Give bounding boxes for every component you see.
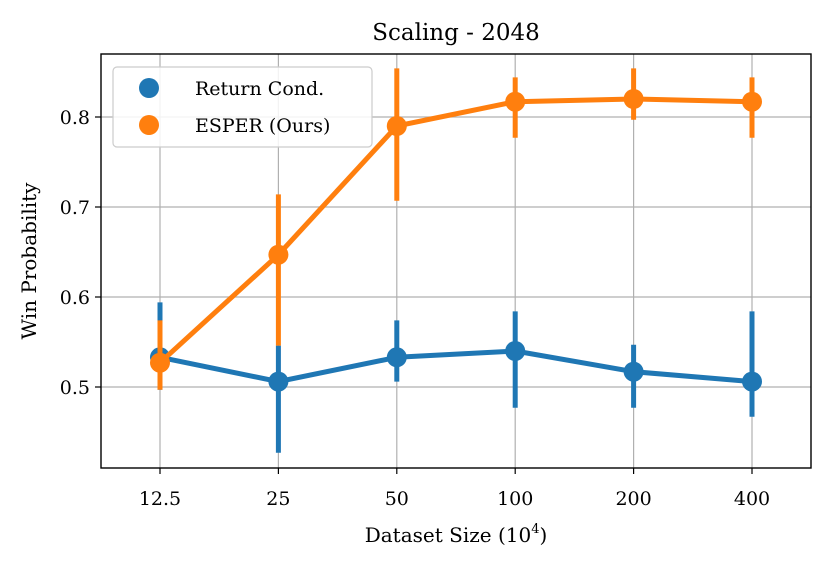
- legend-label-esper: ESPER (Ours): [195, 115, 330, 137]
- y-axis-label: Win Probability: [17, 182, 41, 340]
- x-axis-label-suffix: ): [539, 523, 547, 547]
- series-0: [150, 302, 762, 453]
- x-tick-label: 400: [734, 488, 770, 510]
- legend-marker-esper: [139, 115, 159, 135]
- data-point: [623, 361, 644, 382]
- x-axis-label-main: Dataset Size (10: [365, 523, 532, 547]
- data-point: [150, 352, 170, 373]
- x-tick-label: 100: [497, 488, 533, 510]
- x-tick-label: 200: [615, 488, 651, 510]
- series-line: [157, 96, 755, 366]
- y-tick-label: 0.6: [60, 287, 90, 309]
- data-point: [505, 341, 526, 361]
- series-layer: [150, 68, 762, 453]
- ticks-layer: 12.5 25 50 100 200 400 0.5 0.6 0.7 0.8: [60, 107, 770, 510]
- plot-frame: [100, 53, 812, 469]
- y-tick-label: 0.7: [60, 197, 90, 219]
- legend: Return Cond. ESPER (Ours): [112, 66, 373, 148]
- x-axis-label-exponent: 4: [531, 522, 539, 537]
- series-1: [150, 68, 762, 390]
- data-point: [268, 371, 289, 392]
- x-tick-label: 12.5: [139, 488, 181, 510]
- y-tick-label: 0.8: [60, 107, 90, 129]
- chart-title: Scaling - 2048: [372, 20, 540, 46]
- data-point: [386, 116, 407, 136]
- data-point: [623, 89, 644, 109]
- legend-marker-return-cond: [139, 78, 159, 98]
- x-tick-label: 25: [266, 488, 290, 510]
- legend-box: [112, 66, 373, 148]
- data-point: [505, 91, 526, 112]
- x-tick-label: 50: [385, 488, 409, 510]
- data-point: [742, 371, 762, 392]
- x-axis-label: Dataset Size (104): [365, 522, 548, 547]
- legend-label-return-cond: Return Cond.: [195, 78, 324, 100]
- data-point: [268, 244, 289, 265]
- data-point: [386, 347, 407, 368]
- data-point: [742, 91, 762, 112]
- series-line: [157, 348, 755, 385]
- y-tick-label: 0.5: [60, 377, 90, 399]
